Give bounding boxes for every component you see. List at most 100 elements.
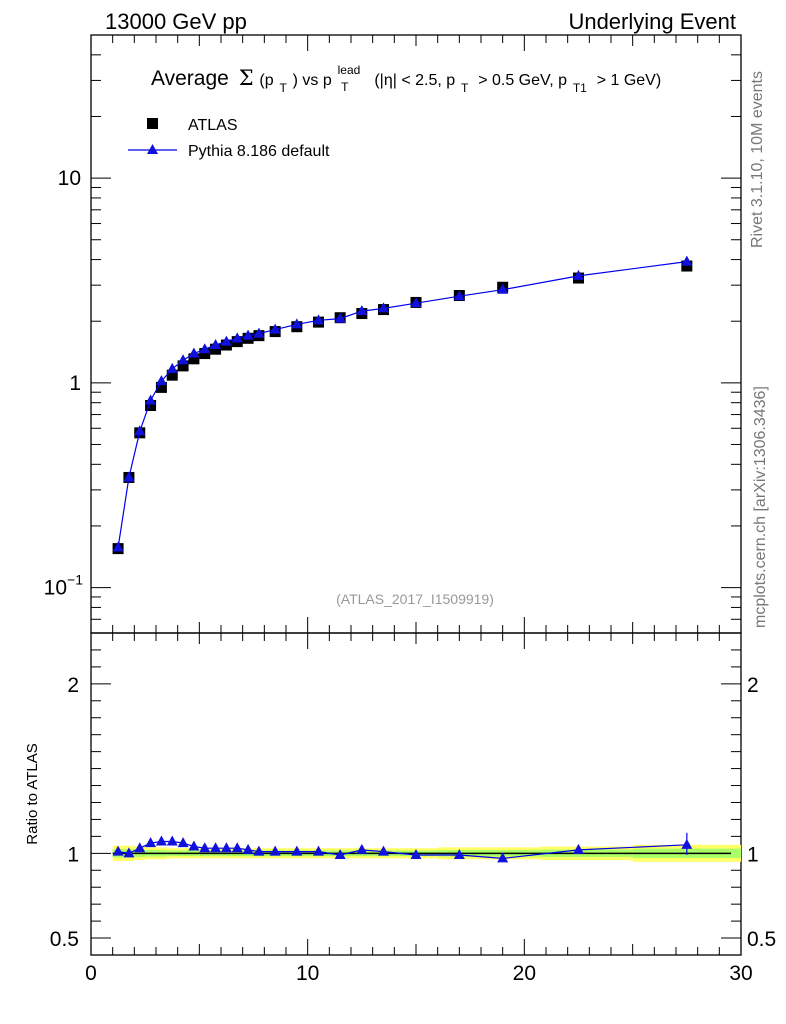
pythia-point bbox=[334, 312, 346, 323]
ratio-pythia-point bbox=[378, 845, 389, 856]
y-tick-label: 1 bbox=[69, 372, 81, 395]
ratio-pythia-point bbox=[123, 847, 135, 858]
legend-atlas-label: ATLAS bbox=[188, 117, 238, 134]
title-pt-sub: T bbox=[279, 81, 287, 95]
ratio-axis-ticks: 0 10 20 30 0.5 0.5 1 1 2 2 bbox=[50, 632, 776, 985]
title-cuts-sub2: T1 bbox=[573, 81, 587, 95]
atlas-point bbox=[199, 348, 211, 360]
header-right: Underlying Event bbox=[568, 9, 736, 34]
pythia-point bbox=[210, 339, 222, 350]
pythia-point bbox=[253, 327, 265, 338]
atlas-point bbox=[177, 360, 189, 372]
legend-atlas-marker bbox=[147, 118, 158, 129]
ratio-pythia-point bbox=[410, 849, 422, 860]
pythia-point bbox=[410, 297, 422, 308]
ratio-pythia-point bbox=[112, 845, 124, 856]
pythia-point bbox=[378, 302, 389, 313]
pythia-point bbox=[145, 394, 157, 405]
ratio-pythia-point bbox=[253, 845, 265, 856]
pythia-point bbox=[681, 255, 693, 266]
title-cuts-c: > 1 GeV) bbox=[597, 72, 661, 89]
ratio-pythia-point bbox=[497, 852, 509, 863]
x-tick-label: 20 bbox=[513, 962, 536, 985]
ratio-pythia-point bbox=[210, 842, 222, 853]
pythia-point bbox=[155, 375, 167, 386]
x-tick-label: 30 bbox=[729, 962, 752, 985]
pythia-point bbox=[112, 541, 124, 552]
analysis-watermark: (ATLAS_2017_I1509919) bbox=[336, 591, 494, 607]
y-tick-label: 10 bbox=[44, 577, 67, 600]
ratio-pythia-point bbox=[199, 842, 211, 853]
pythia-point bbox=[573, 269, 584, 280]
ratio-plot-frame bbox=[90, 632, 742, 956]
atlas-point bbox=[681, 260, 693, 272]
title-sigma: Σ bbox=[239, 66, 254, 90]
pythia-point bbox=[453, 290, 465, 301]
ratio-pythia-point bbox=[220, 842, 232, 853]
ratio-tick-label-right: 1 bbox=[747, 843, 759, 866]
header-left: 13000 GeV pp bbox=[105, 9, 247, 34]
y-tick-label: 10 bbox=[58, 167, 81, 190]
title-average: Average bbox=[151, 67, 229, 90]
ratio-pythia-point bbox=[573, 843, 584, 854]
title-cuts-sub1: T bbox=[461, 81, 469, 95]
pythia-point bbox=[166, 362, 178, 373]
plot-title: Average Σ (p T ) vs p lead T (|η| < 2.5,… bbox=[151, 56, 661, 97]
ratio-pythia-point bbox=[269, 845, 281, 856]
mcplots-label: mcplots.cern.ch [arXiv:1306.3436] bbox=[752, 386, 769, 628]
main-data-layer bbox=[112, 255, 693, 555]
atlas-point bbox=[145, 400, 157, 412]
ratio-pythia-point bbox=[177, 837, 189, 848]
pythia-point bbox=[134, 425, 146, 436]
pythia-point bbox=[199, 343, 211, 354]
pythia-point bbox=[313, 314, 324, 325]
ratio-pythia-point bbox=[242, 843, 254, 854]
ratio-tick-label-right: 0.5 bbox=[747, 928, 776, 951]
y-tick-label-exponent: −1 bbox=[67, 572, 83, 588]
pythia-point bbox=[231, 332, 243, 343]
pythia-point bbox=[242, 329, 254, 340]
title-lead-sub: T bbox=[341, 80, 349, 94]
ratio-pythia-point bbox=[155, 835, 167, 846]
atlas-point bbox=[166, 369, 178, 381]
pythia-point bbox=[356, 305, 368, 316]
ratio-pythia-point bbox=[145, 837, 157, 848]
ratio-tick-label: 1 bbox=[67, 843, 79, 866]
title-lead-sup: lead bbox=[338, 63, 361, 77]
x-tick-label: 0 bbox=[85, 962, 97, 985]
legend-pythia-label: Pythia 8.186 default bbox=[188, 143, 330, 160]
legend-pythia-marker bbox=[147, 144, 158, 154]
atlas-point bbox=[210, 343, 222, 355]
pythia-point bbox=[497, 283, 509, 294]
ratio-pythia-point bbox=[134, 842, 146, 853]
ratio-pythia-point bbox=[188, 840, 200, 851]
atlas-point bbox=[188, 353, 200, 365]
ratio-tick-label: 0.5 bbox=[50, 928, 79, 951]
ratio-pythia-point bbox=[166, 835, 178, 846]
pythia-point bbox=[123, 471, 135, 482]
title-cuts-a: (|η| < 2.5, p bbox=[374, 72, 455, 89]
ratio-pythia-point bbox=[681, 838, 693, 849]
ratio-pythia-point bbox=[313, 845, 324, 856]
ratio-tick-label: 2 bbox=[67, 674, 79, 697]
pythia-point bbox=[177, 354, 189, 365]
ratio-data-layer bbox=[112, 832, 741, 863]
x-tick-label: 10 bbox=[296, 962, 319, 985]
ratio-tick-label-right: 2 bbox=[747, 674, 759, 697]
ratio-pythia-point bbox=[291, 845, 303, 856]
title-pt: (p bbox=[259, 72, 273, 89]
ratio-pythia-point bbox=[356, 843, 368, 854]
ratio-pythia-point bbox=[334, 849, 346, 860]
ratio-ylabel: Ratio to ATLAS bbox=[24, 743, 41, 844]
pythia-point bbox=[220, 335, 232, 346]
rivet-label: Rivet 3.1.10, 10M events bbox=[749, 71, 766, 248]
atlas-point bbox=[155, 381, 167, 393]
ratio-pythia-point bbox=[453, 849, 465, 860]
pythia-point bbox=[269, 323, 281, 334]
pythia-point bbox=[291, 318, 303, 329]
title-vs: ) vs p bbox=[293, 72, 332, 89]
legend: ATLAS Pythia 8.186 default bbox=[128, 117, 330, 160]
title-cuts-b: > 0.5 GeV, p bbox=[478, 72, 567, 89]
pythia-line bbox=[117, 261, 687, 548]
